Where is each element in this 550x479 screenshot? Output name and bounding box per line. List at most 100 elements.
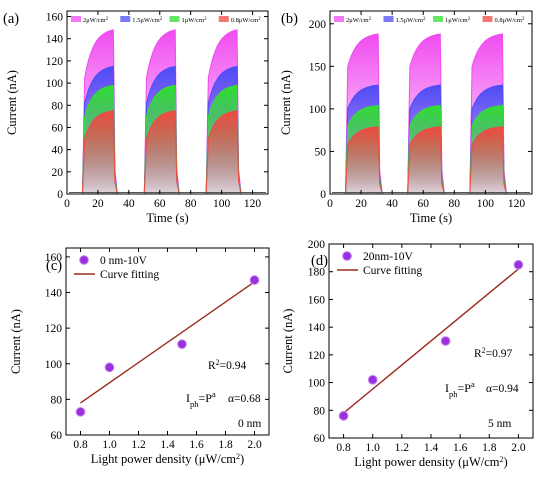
thickness-annotation: 5 nm	[488, 418, 511, 430]
x-tick-label: 2.0	[511, 442, 526, 454]
y-tick-label: 140	[46, 34, 64, 46]
y-tick-label: 100	[46, 78, 64, 90]
y-tick-label: 160	[45, 252, 63, 264]
y-tick-label: 150	[309, 61, 327, 73]
y-axis-label: Current (nA)	[281, 309, 295, 374]
x-tick-label: 1.6	[453, 442, 468, 454]
y-tick-label: 100	[45, 359, 63, 371]
r-squared-annotation: R2=0.97	[474, 346, 513, 361]
x-tick-label: 20	[92, 198, 104, 210]
y-tick-label: 100	[309, 104, 327, 116]
y-tick-label: 160	[46, 12, 64, 24]
series-area-p08	[81, 110, 118, 195]
series-area-p08	[469, 126, 508, 195]
x-tick-label: 80	[185, 198, 197, 210]
y-tick-label: 120	[45, 323, 63, 335]
x-tick-label: 100	[213, 198, 231, 210]
legend-label: 20nm-10V	[363, 251, 414, 263]
plot-frame	[66, 10, 269, 195]
x-axis-label: Time (s)	[410, 211, 452, 225]
x-tick-label: 40	[123, 198, 135, 210]
x-tick-label: 1.4	[160, 439, 175, 451]
x-tick-label: 20	[355, 198, 367, 210]
x-axis-label: Time (s)	[146, 211, 188, 225]
y-tick-label: 80	[52, 100, 64, 112]
alpha-annotation: α=0.94	[486, 383, 519, 395]
y-tick-label: 100	[308, 378, 326, 390]
x-tick-label: 1.2	[395, 442, 410, 454]
y-tick-label: 160	[308, 294, 326, 306]
x-tick-label: 100	[477, 198, 495, 210]
data-point	[513, 259, 524, 270]
panel-label: (c)	[46, 258, 62, 274]
y-tick-label: 120	[46, 56, 64, 68]
legend-swatch	[71, 16, 81, 22]
data-point	[367, 374, 378, 385]
legend-swatch	[433, 16, 443, 22]
y-tick-label: 140	[45, 288, 63, 300]
y-tick-label: 60	[52, 122, 64, 134]
thickness-annotation: 0 nm	[238, 418, 261, 430]
x-axis-label: Light power density (μW/cm2)	[354, 455, 507, 470]
x-tick-label: 1.0	[366, 442, 381, 454]
legend-label: 2μW/cm2	[346, 17, 372, 25]
plot-frame	[65, 247, 270, 436]
legend-marker	[342, 251, 352, 261]
data-point	[338, 410, 349, 421]
series-area-p08	[143, 110, 180, 195]
y-tick-label: 140	[308, 322, 326, 334]
panel-a: 0 20 40 60 80 100 120 0 20 40 60 80 100 120 140 160 Time…	[3, 10, 269, 225]
series-area-p08	[345, 126, 383, 195]
y-axis-label: Current (nA)	[9, 309, 23, 374]
fit-line	[343, 268, 519, 414]
panel-b: 0 20 40 60 80 100 120 0 50 100 150 200 Time (s) Curre…	[279, 10, 533, 225]
y-tick-label: 120	[308, 350, 326, 362]
x-tick-label: 1.0	[102, 439, 117, 451]
data-point	[440, 336, 451, 346]
legend-label: 1.5μW/cm2	[132, 17, 163, 25]
panel-label: (b)	[281, 11, 298, 27]
x-tick-label: 80	[449, 198, 461, 210]
y-tick-label: 200	[308, 239, 326, 251]
x-tick-label: 1.6	[189, 439, 204, 451]
y-tick-label: 60	[51, 430, 63, 442]
legend-swatch	[482, 16, 493, 22]
x-tick-label: 1.8	[482, 442, 497, 454]
y-tick-label: 60	[314, 433, 326, 445]
x-tick-label: 60	[154, 198, 166, 210]
y-tick-label: 80	[314, 405, 326, 417]
power-law-annotation: Iph=Pa	[186, 389, 216, 409]
y-tick-label: 50	[315, 146, 327, 158]
power-law-annotation: Iph=Pa	[445, 379, 475, 399]
legend-label: 1.5μW/cm2	[396, 17, 427, 25]
legend-swatch	[120, 16, 131, 22]
x-tick-label: 0.8	[336, 442, 351, 454]
x-tick-label: 120	[508, 198, 526, 210]
data-point	[75, 406, 86, 417]
panel-label: (d)	[311, 253, 328, 269]
x-axis-label: Light power density (μW/cm2)	[91, 452, 244, 467]
x-tick-label: 0	[327, 198, 333, 210]
r-squared-annotation: R2=0.94	[208, 358, 247, 373]
legend-label: 0 nm-10V	[100, 255, 148, 267]
data-point	[249, 275, 260, 285]
legend-label: 2μW/cm2	[83, 17, 109, 25]
data-point	[177, 339, 187, 350]
y-tick-label: 0	[57, 189, 63, 201]
legend-label: 0.8μW/cm2	[231, 17, 262, 25]
legend-swatch	[218, 16, 229, 22]
alpha-annotation: α=0.68	[228, 393, 261, 405]
y-tick-label: 40	[52, 145, 64, 157]
y-tick-label: 0	[320, 189, 326, 201]
legend-label: 1μW/cm2	[445, 17, 471, 25]
legend-swatch	[383, 16, 394, 22]
legend-swatch	[169, 16, 180, 22]
x-tick-label: 0	[64, 198, 70, 210]
x-tick-label: 1.8	[218, 439, 233, 451]
x-tick-label: 1.4	[424, 442, 439, 454]
y-axis-label: Current (nA)	[279, 70, 293, 135]
x-tick-label: 2.0	[247, 439, 262, 451]
legend-label: Curve fitting	[363, 265, 422, 277]
panel-d: 0.8 1.0 1.2 1.4 1.6 1.8 2.0 60 80 100 120 140 160 180…	[281, 239, 534, 470]
